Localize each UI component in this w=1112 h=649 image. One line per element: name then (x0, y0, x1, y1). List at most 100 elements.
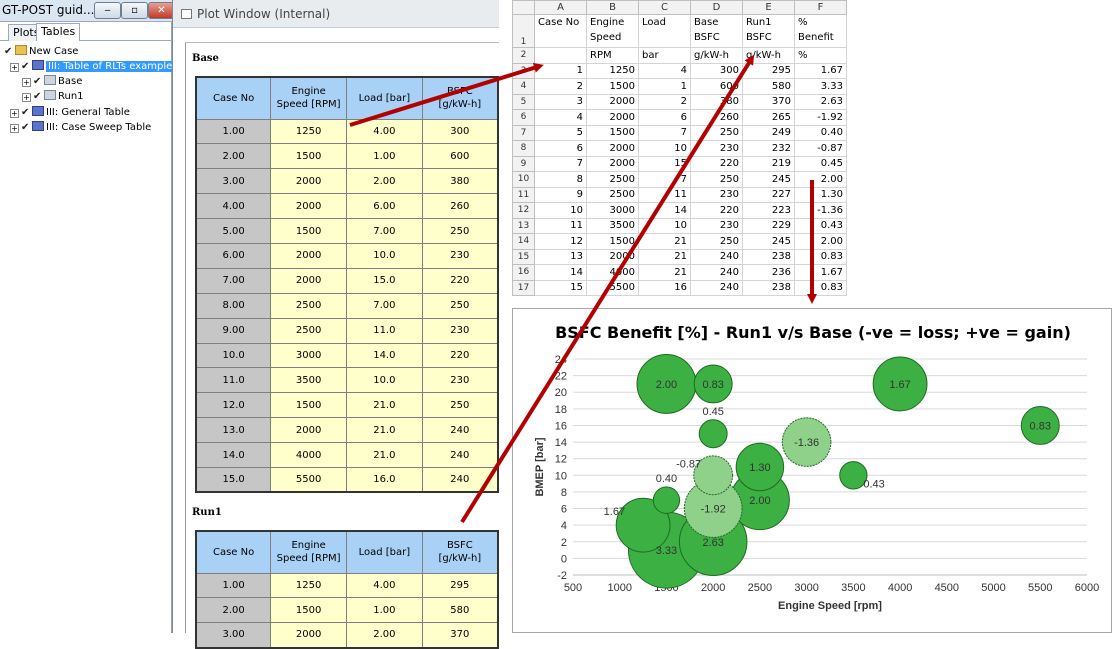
sheet-cell[interactable]: 10 (638, 217, 691, 234)
column-letter[interactable]: F (794, 0, 847, 15)
sheet-cell[interactable]: 2.00 (794, 171, 847, 188)
table-cell[interactable]: 1250 (270, 118, 347, 145)
sheet-cell[interactable]: 0.40 (794, 124, 847, 141)
sheet-cell[interactable]: 250 (690, 233, 743, 250)
table-cell[interactable]: 230 (421, 317, 499, 344)
checkmark-icon[interactable]: ✔ (21, 107, 30, 118)
sheet-cell[interactable]: 11 (534, 217, 587, 234)
table-cell[interactable]: 11.0 (195, 367, 272, 394)
table-cell[interactable]: 16.0 (345, 466, 423, 493)
row-number[interactable]: 4 (512, 78, 535, 95)
sheet-cell[interactable]: 1500 (586, 233, 639, 250)
sheet-cell[interactable]: 600 (690, 78, 743, 95)
table-cell[interactable]: 9.00 (195, 317, 272, 344)
column-letter[interactable]: E (742, 0, 795, 15)
sheet-cell[interactable]: -1.36 (794, 202, 847, 219)
column-letter[interactable]: A (534, 0, 587, 15)
sheet-cell[interactable]: 220 (690, 202, 743, 219)
table-cell[interactable]: 4.00 (345, 118, 423, 145)
sheet-cell[interactable]: 2.00 (794, 233, 847, 250)
table-cell[interactable]: 12.0 (195, 392, 272, 419)
sheet-cell[interactable]: 2.63 (794, 93, 847, 110)
tab-tables[interactable]: Tables (36, 23, 81, 41)
table-cell[interactable]: 2000 (270, 267, 347, 294)
sheet-cell[interactable]: 223 (742, 202, 795, 219)
sheet-cell[interactable]: 230 (690, 217, 743, 234)
table-cell[interactable]: 4.00 (195, 193, 272, 220)
sheet-header-cell[interactable]: % Benefit (794, 14, 847, 48)
sheet-cell[interactable]: 1.67 (794, 264, 847, 281)
minimize-button[interactable]: ‒ (94, 2, 121, 19)
table-cell[interactable]: 2500 (270, 317, 347, 344)
sheet-cell[interactable]: 580 (742, 78, 795, 95)
expand-icon[interactable]: + (10, 109, 19, 118)
checkmark-icon[interactable]: ✔ (33, 76, 42, 87)
sheet-cell[interactable]: 15 (534, 279, 587, 296)
table-cell[interactable]: 250 (421, 218, 499, 244)
sheet-cell[interactable]: 4000 (586, 264, 639, 281)
table-cell[interactable]: 3.00 (195, 622, 272, 649)
sheet-header-cell[interactable]: Engine Speed (586, 14, 639, 48)
row-number[interactable]: 3 (512, 62, 535, 79)
table-cell[interactable]: 5500 (270, 466, 347, 493)
table-cell[interactable]: 21.0 (345, 417, 423, 444)
sheet-cell[interactable]: 1500 (586, 78, 639, 95)
sheet-cell[interactable]: 21 (638, 233, 691, 250)
table-cell[interactable]: 2000 (270, 242, 347, 269)
expand-icon[interactable]: + (10, 63, 19, 72)
table-cell[interactable]: 14.0 (345, 342, 423, 369)
sheet-cell[interactable]: 370 (742, 93, 795, 110)
table-cell[interactable]: 5.00 (195, 218, 272, 244)
sheet-cell[interactable]: 7 (638, 124, 691, 141)
table-cell[interactable]: 1.00 (195, 572, 272, 599)
sheet-cell[interactable]: 238 (742, 248, 795, 265)
table-cell[interactable]: 7.00 (345, 292, 423, 319)
table-cell[interactable]: 11.0 (345, 317, 423, 344)
row-number[interactable]: 16 (512, 264, 535, 281)
row-number[interactable]: 8 (512, 140, 535, 157)
sheet-cell[interactable]: 10 (638, 140, 691, 157)
sheet-cell[interactable]: 4 (534, 109, 587, 126)
sheet-cell[interactable]: 232 (742, 140, 795, 157)
table-cell[interactable]: 250 (421, 392, 499, 419)
table-cell[interactable]: 21.0 (345, 392, 423, 419)
sheet-cell[interactable]: 21 (638, 248, 691, 265)
table-cell[interactable]: 240 (421, 466, 499, 493)
row-number[interactable]: 13 (512, 217, 535, 234)
row-number[interactable]: 10 (512, 171, 535, 188)
row-number[interactable]: 11 (512, 186, 535, 203)
checkmark-icon[interactable]: ✔ (33, 91, 42, 102)
sheet-cell[interactable]: 2500 (586, 171, 639, 188)
table-cell[interactable]: 4000 (270, 442, 347, 468)
column-letter[interactable]: B (586, 0, 639, 15)
column-letter[interactable]: C (638, 0, 691, 15)
sheet-cell[interactable]: 2000 (586, 155, 639, 172)
table-cell[interactable]: 6.00 (195, 242, 272, 269)
sheet-cell[interactable]: 4 (638, 62, 691, 79)
sheet-cell[interactable]: 265 (742, 109, 795, 126)
table-cell[interactable]: 300 (421, 118, 499, 145)
sheet-cell[interactable]: 2 (638, 93, 691, 110)
table-cell[interactable]: 10.0 (345, 242, 423, 269)
sheet-cell[interactable]: 260 (690, 109, 743, 126)
sheet-cell[interactable]: 240 (690, 248, 743, 265)
sheet-cell[interactable]: 21 (638, 264, 691, 281)
table-cell[interactable]: 1.00 (345, 597, 423, 624)
table-cell[interactable]: 21.0 (345, 442, 423, 468)
sheet-header-cell[interactable]: Load (638, 14, 691, 48)
sheet-corner[interactable] (512, 0, 535, 15)
tree-item[interactable]: + ✔ III: Case Sweep Table (10, 120, 151, 135)
sheet-cell[interactable]: 245 (742, 171, 795, 188)
table-cell[interactable]: 2.00 (345, 168, 423, 195)
sheet-cell[interactable]: 14 (638, 202, 691, 219)
sheet-cell[interactable]: 1.30 (794, 186, 847, 203)
sheet-cell[interactable]: 2000 (586, 93, 639, 110)
sheet-cell[interactable]: 230 (690, 186, 743, 203)
table-cell[interactable]: 580 (421, 597, 499, 624)
table-cell[interactable]: 4.00 (345, 572, 423, 599)
table-cell[interactable]: 13.0 (195, 417, 272, 444)
sheet-cell[interactable]: 3 (534, 93, 587, 110)
row-number[interactable]: 7 (512, 124, 535, 141)
table-cell[interactable]: 220 (421, 267, 499, 294)
table-cell[interactable]: 230 (421, 367, 499, 394)
